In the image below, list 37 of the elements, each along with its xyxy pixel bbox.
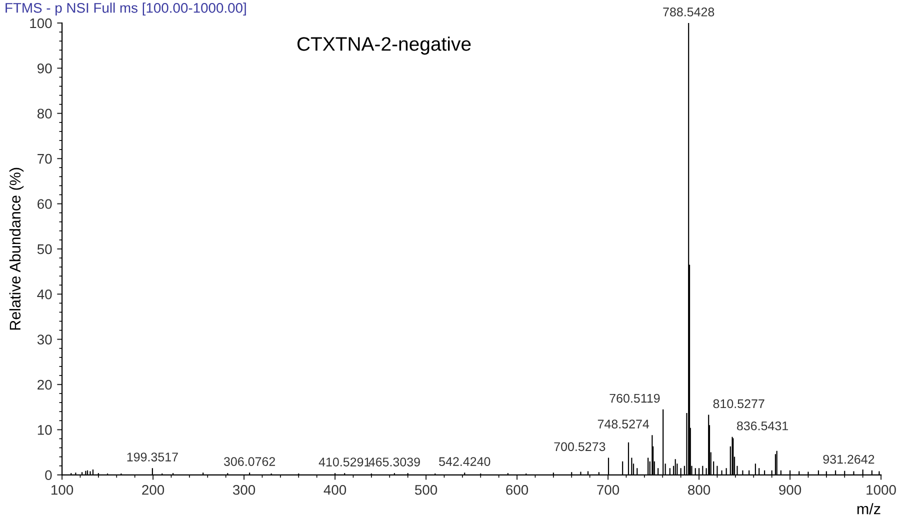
y-tick-label: 50 xyxy=(37,244,52,254)
y-axis-title: Relative Abundance (%) xyxy=(9,168,24,330)
annotation: 931.2642 xyxy=(823,454,874,464)
y-tick-label: 20 xyxy=(38,380,52,390)
annotation: 788.5428 xyxy=(663,8,714,16)
y-tick-label: 30 xyxy=(37,334,52,344)
y-tick-label: 100 xyxy=(30,18,52,28)
annotation: 306.0762 xyxy=(224,457,276,466)
y-tick-label: 90 xyxy=(38,64,52,74)
y-tick-label: 80 xyxy=(37,108,52,119)
annotation: 199.3517 xyxy=(127,452,178,462)
x-tick-label: 600 xyxy=(506,484,528,495)
annotation: 810.5277 xyxy=(713,399,764,408)
annotation: 700.5273 xyxy=(554,442,606,452)
x-tick-label: 100 xyxy=(52,484,74,495)
annotation: 410.5291 xyxy=(318,458,370,466)
x-tick-label: 800 xyxy=(688,484,710,495)
x-tick-label: 1000 xyxy=(866,484,896,495)
annotation: 748.5274 xyxy=(598,420,650,428)
x-tick-label: 400 xyxy=(324,484,346,495)
y-tick-label: 0 xyxy=(45,470,52,480)
annotation: 760.5119 xyxy=(610,394,660,403)
chart-subtitle: FTMS - p NSI Full ms [100.00-1000.00] xyxy=(6,2,246,16)
y-tick-label: 60 xyxy=(38,199,52,209)
x-tick-label: 500 xyxy=(414,484,438,495)
text: CTXTNA-2-negative xyxy=(297,36,471,55)
annotation: 836.5431 xyxy=(736,421,788,430)
x-tick-label: 700 xyxy=(597,484,620,495)
y-tick-label: 40 xyxy=(37,289,52,300)
x-tick-label: 900 xyxy=(779,484,802,495)
x-tick-label: 200 xyxy=(142,484,164,495)
annotation: 465.3039 xyxy=(368,458,420,466)
y-tick-label: 70 xyxy=(38,154,52,164)
y-tick-label: 10 xyxy=(38,425,52,435)
x-tick-label: 300 xyxy=(232,484,256,495)
annotation: 542.4240 xyxy=(439,457,490,466)
x-axis-title: m/z xyxy=(857,503,880,514)
